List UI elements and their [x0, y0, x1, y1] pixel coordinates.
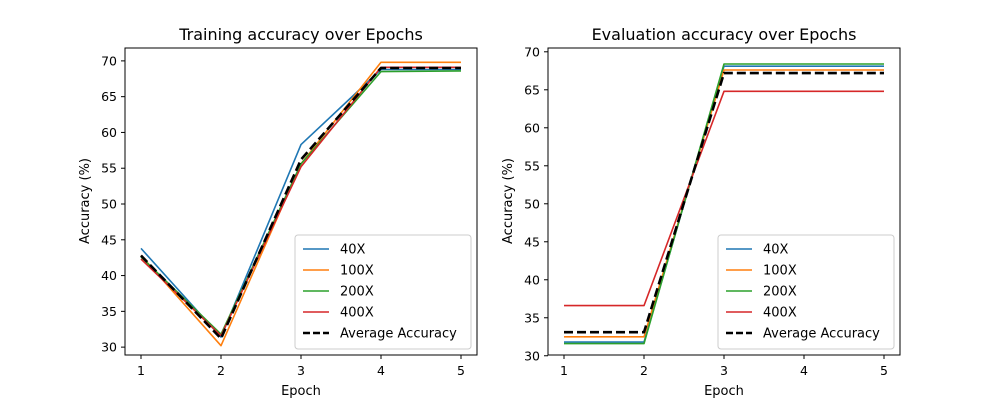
y-tick-label: 60 — [101, 125, 117, 140]
chart-title: Training accuracy over Epochs — [178, 25, 423, 44]
series-line-200x — [564, 63, 884, 345]
training-accuracy-chart: Training accuracy over Epochs Epoch Accu… — [78, 25, 478, 399]
y-tick-label: 50 — [524, 196, 540, 211]
x-axis-label: Epoch — [704, 384, 744, 399]
x-tick-label: 5 — [457, 363, 465, 378]
y-tick-label: 70 — [101, 53, 117, 68]
y-tick-label: 45 — [524, 234, 540, 249]
evaluation-accuracy-chart: Evaluation accuracy over Epochs Epoch Ac… — [501, 25, 901, 399]
y-tick-label: 40 — [524, 272, 540, 287]
legend-label: 40X — [340, 243, 366, 258]
legend-label: 200X — [340, 285, 374, 300]
x-tick-label: 4 — [800, 363, 808, 378]
y-tick-label: 45 — [101, 232, 117, 247]
y-tick-label: 30 — [524, 348, 540, 363]
legend-label: 200X — [763, 285, 797, 300]
legend-label: 400X — [340, 306, 374, 321]
y-tick-label: 35 — [101, 304, 117, 319]
series-line-400x — [564, 90, 884, 307]
series-line-200x — [140, 70, 462, 336]
x-tick-label: 5 — [880, 363, 888, 378]
x-tick-label: 4 — [377, 363, 385, 378]
legend-box — [717, 234, 895, 350]
y-axis-label: Accuracy (%) — [78, 158, 93, 244]
y-tick-label: 55 — [101, 161, 117, 176]
x-axis-label: Epoch — [281, 384, 321, 399]
legend-label: 100X — [763, 264, 797, 279]
y-tick-label: 35 — [524, 310, 540, 325]
legend: 40X 100X 200X 400X Average Accuracy — [717, 234, 895, 350]
x-tick-label: 3 — [297, 363, 305, 378]
legend-box — [294, 234, 472, 350]
series-line-100x — [564, 69, 884, 338]
legend-label: Average Accuracy — [340, 327, 457, 342]
legend: 40X 100X 200X 400X Average Accuracy — [294, 234, 472, 350]
chart-title: Evaluation accuracy over Epochs — [592, 25, 857, 44]
y-tick-label: 55 — [524, 158, 540, 173]
series-line-average-accuracy — [140, 66, 461, 340]
y-tick-label: 65 — [524, 82, 540, 97]
x-tick-label: 3 — [720, 363, 728, 378]
x-tick-label: 1 — [560, 363, 568, 378]
y-tick-label: 50 — [101, 197, 117, 212]
series-line-average-accuracy — [564, 71, 884, 334]
y-tick-label: 70 — [524, 44, 540, 59]
legend-label: 400X — [763, 306, 797, 321]
legend-label: 40X — [763, 243, 789, 258]
x-tick-label: 2 — [217, 363, 225, 378]
legend-label: 100X — [340, 264, 374, 279]
y-tick-label: 65 — [101, 89, 117, 104]
x-tick-label: 2 — [640, 363, 648, 378]
x-tick-label: 1 — [137, 363, 145, 378]
y-tick-label: 60 — [524, 120, 540, 135]
y-tick-label: 30 — [101, 340, 117, 355]
y-tick-label: 40 — [101, 268, 117, 283]
y-axis-label: Accuracy (%) — [501, 158, 516, 244]
legend-label: Average Accuracy — [763, 327, 880, 342]
